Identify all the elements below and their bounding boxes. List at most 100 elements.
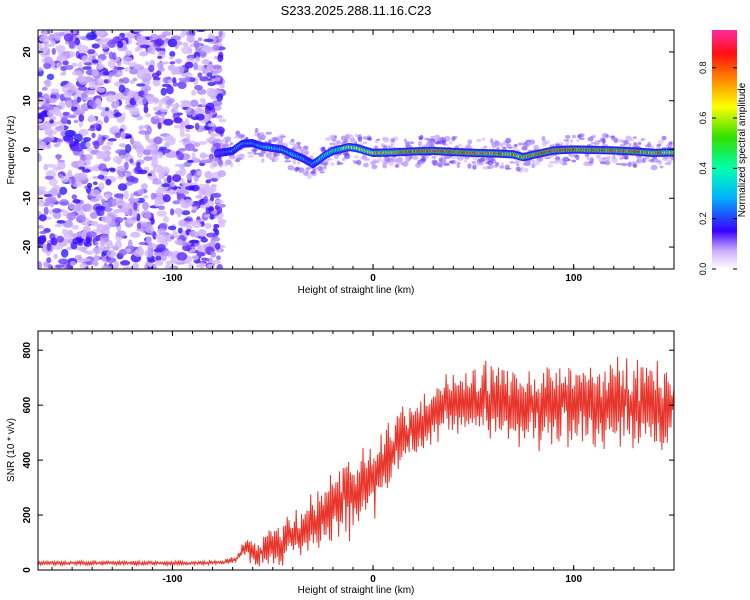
noise-speckle — [83, 249, 89, 254]
halo-speckle — [246, 151, 254, 155]
noise-speckle — [207, 122, 216, 127]
noise-speckle — [180, 178, 185, 185]
halo-speckle — [531, 164, 536, 168]
noise-speckle — [68, 202, 74, 210]
snr-ylabel: SNR (10 * v/v) — [6, 418, 17, 482]
noise-speckle — [71, 30, 78, 35]
noise-speckle — [115, 149, 126, 155]
noise-speckle — [90, 189, 101, 197]
noise-speckle — [165, 238, 172, 242]
noise-speckle — [104, 106, 110, 112]
snr-panel: -100 0 100 0 200 400 600 800 Height of straight… — [6, 330, 675, 596]
noise-speckle — [136, 115, 143, 121]
halo-speckle — [506, 143, 512, 149]
spectrogram-ytick-label: 10 — [22, 95, 33, 107]
noise-speckle — [202, 46, 213, 54]
noise-speckle — [156, 152, 164, 159]
noise-speckle — [122, 266, 134, 269]
halo-speckle — [481, 137, 486, 141]
noise-speckle — [46, 196, 57, 203]
halo-speckle — [433, 135, 440, 139]
noise-speckle — [197, 244, 202, 253]
halo-speckle — [563, 139, 570, 142]
noise-speckle — [160, 253, 167, 262]
noise-speckle — [136, 222, 142, 230]
noise-speckle — [118, 84, 126, 93]
noise-speckle — [137, 197, 146, 204]
noise-speckle — [157, 34, 167, 39]
noise-speckle — [114, 99, 120, 108]
figure-title: S233.2025.288.11.16.C23 — [281, 3, 432, 18]
halo-speckle — [526, 141, 533, 146]
noise-speckle — [99, 239, 106, 247]
noise-speckle — [199, 51, 207, 59]
halo-speckle — [517, 142, 524, 146]
noise-speckle — [99, 170, 109, 176]
halo-speckle — [212, 140, 216, 147]
noise-speckle — [129, 80, 135, 84]
noise-speckle — [218, 221, 226, 228]
noise-speckle — [73, 119, 79, 124]
halo-speckle — [431, 156, 437, 159]
noise-speckle — [212, 227, 218, 233]
noise-speckle — [160, 113, 166, 118]
noise-speckle — [86, 182, 93, 189]
noise-speckle — [204, 187, 214, 196]
noise-speckle — [129, 158, 134, 164]
halo-speckle — [565, 134, 571, 139]
noise-speckle — [147, 242, 157, 249]
noise-speckle — [219, 84, 225, 89]
noise-speckle — [38, 186, 47, 191]
halo-speckle — [533, 144, 540, 151]
noise-speckle — [145, 225, 154, 234]
noise-speckle — [38, 235, 47, 244]
halo-speckle — [505, 137, 512, 144]
halo-speckle — [287, 165, 295, 171]
noise-speckle — [46, 242, 52, 252]
halo-speckle — [653, 158, 658, 162]
noise-speckle — [93, 141, 100, 150]
noise-speckle — [41, 102, 51, 110]
noise-speckle — [166, 104, 171, 109]
noise-speckle — [194, 84, 203, 91]
noise-speckle — [54, 108, 61, 117]
noise-speckle — [154, 115, 160, 120]
snr-ytick-label: 800 — [22, 341, 33, 358]
noise-speckle — [178, 167, 187, 177]
halo-speckle — [619, 144, 626, 147]
colorbar-tick-label: 0.4 — [698, 162, 708, 175]
noise-speckle — [119, 154, 126, 160]
noise-speckle — [218, 118, 227, 123]
halo-speckle — [623, 140, 629, 146]
noise-speckle — [48, 33, 55, 42]
noise-speckle — [139, 44, 151, 49]
halo-speckle — [210, 147, 216, 153]
noise-speckle — [72, 98, 79, 108]
halo-speckle — [417, 140, 422, 147]
halo-speckle — [296, 161, 301, 165]
noise-speckle — [170, 208, 175, 216]
noise-speckle — [183, 217, 192, 222]
noise-speckle — [164, 264, 171, 269]
noise-speckle — [144, 132, 150, 141]
noise-speckle — [85, 32, 97, 41]
noise-speckle — [182, 42, 189, 48]
noise-speckle — [215, 126, 225, 135]
noise-speckle — [80, 258, 92, 262]
noise-speckle — [147, 259, 156, 263]
noise-speckle — [46, 110, 52, 117]
noise-speckle — [153, 136, 163, 145]
halo-speckle — [302, 145, 309, 150]
noise-speckle — [96, 87, 106, 93]
noise-speckle — [214, 199, 224, 204]
halo-speckle — [516, 163, 520, 166]
noise-speckle — [150, 192, 156, 200]
noise-speckle — [105, 216, 113, 225]
noise-speckle — [52, 211, 62, 219]
halo-speckle — [495, 162, 500, 167]
noise-speckle — [136, 70, 146, 79]
noise-speckle — [191, 89, 196, 96]
halo-speckle — [354, 133, 359, 138]
noise-speckle — [91, 69, 99, 76]
